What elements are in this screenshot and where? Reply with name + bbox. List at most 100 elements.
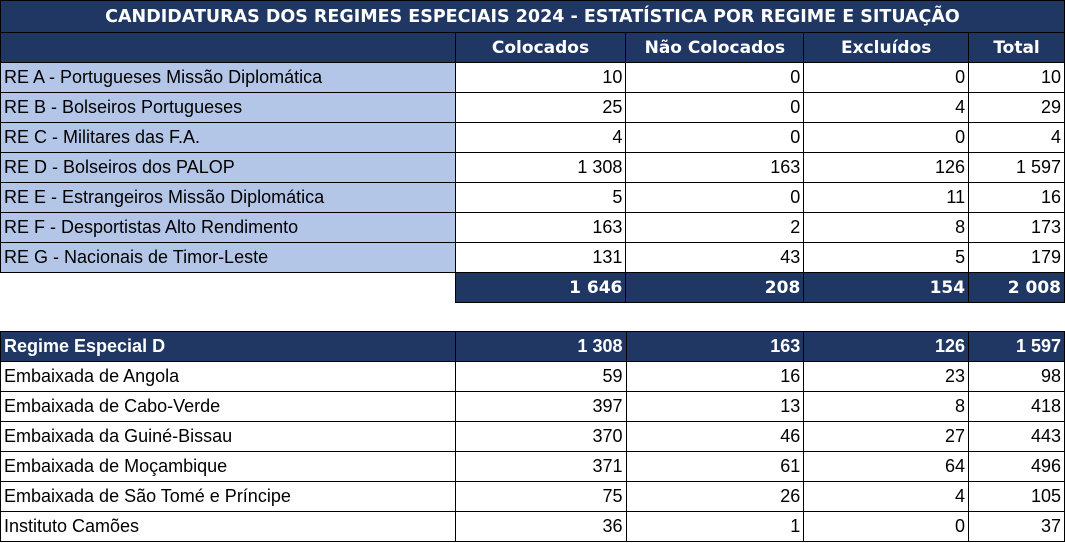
row-value-excluidos: 0 (803, 511, 970, 542)
table-row: RE C - Militares das F.A. 4 0 0 4 (0, 122, 1065, 153)
row-value-colocados: 131 (454, 242, 627, 273)
row-value-colocados: 370 (454, 421, 627, 452)
regime-d-nao-colocados: 163 (625, 331, 805, 362)
row-value-excluidos: 0 (803, 62, 970, 93)
table-row: RE A - Portugueses Missão Diplomática 10 0… (0, 62, 1065, 93)
regime-statistics-table: CANDIDATURAS DOS REGIMES ESPECIAIS 2024 … (0, 0, 1065, 303)
row-value-total: 37 (968, 511, 1065, 542)
row-value-colocados: 371 (454, 451, 627, 482)
row-value-excluidos: 23 (803, 361, 970, 392)
row-value-colocados: 75 (454, 481, 627, 512)
row-value-nao-colocados: 163 (625, 152, 805, 183)
table-title: CANDIDATURAS DOS REGIMES ESPECIAIS 2024 … (0, 0, 1065, 33)
row-value-nao-colocados: 13 (625, 391, 805, 422)
table-row: Embaixada de Angola 59 16 23 98 (0, 361, 1065, 392)
totals-blank-cell (1, 273, 456, 303)
totals-row: 1 646 208 154 2 008 (1, 272, 1065, 303)
column-header-total: Total (968, 32, 1065, 63)
row-value-nao-colocados: 43 (625, 242, 805, 273)
row-value-total: 10 (968, 62, 1065, 93)
table-row: RE E - Estrangeiros Missão Diplomática 5 0… (0, 182, 1065, 213)
row-value-excluidos: 64 (803, 451, 970, 482)
row-value-colocados: 36 (454, 511, 627, 542)
table-row: RE B - Bolseiros Portugueses 25 0 4 29 (0, 92, 1065, 123)
row-value-total: 173 (968, 212, 1065, 243)
row-value-colocados: 59 (454, 361, 627, 392)
row-value-nao-colocados: 61 (625, 451, 805, 482)
row-value-colocados: 163 (454, 212, 627, 243)
row-label: Instituto Camões (0, 511, 456, 542)
row-value-nao-colocados: 1 (625, 511, 805, 542)
row-value-excluidos: 126 (803, 152, 970, 183)
table-row: Instituto Camões 36 1 0 37 (0, 511, 1065, 542)
row-value-colocados: 397 (454, 391, 627, 422)
table-row: Embaixada de Moçambique 371 61 64 496 (0, 451, 1065, 482)
row-label: RE B - Bolseiros Portugueses (0, 92, 456, 123)
header-blank-cell (0, 32, 456, 63)
row-value-nao-colocados: 0 (625, 122, 805, 153)
row-value-excluidos: 8 (803, 391, 970, 422)
table-row: Embaixada da Guiné-Bissau 370 46 27 443 (0, 421, 1065, 452)
row-label: Embaixada de São Tomé e Príncipe (0, 481, 456, 512)
row-value-total: 179 (968, 242, 1065, 273)
regime-d-header-row: Regime Especial D 1 308 163 126 1 597 (0, 331, 1065, 362)
row-value-nao-colocados: 16 (625, 361, 805, 392)
row-value-total: 98 (968, 361, 1065, 392)
total-excluidos: 154 (803, 272, 970, 303)
total-total: 2 008 (968, 272, 1065, 303)
row-label: Embaixada da Guiné-Bissau (0, 421, 456, 452)
row-value-total: 4 (968, 122, 1065, 153)
column-header-row: Colocados Não Colocados Excluídos Total (0, 32, 1065, 63)
regime-d-table: Regime Especial D 1 308 163 126 1 597 Em… (0, 331, 1065, 542)
row-value-excluidos: 5 (803, 242, 970, 273)
row-value-nao-colocados: 0 (625, 182, 805, 213)
table-row: Embaixada de São Tomé e Príncipe 75 26 4 105 (0, 481, 1065, 512)
column-header-colocados: Colocados (454, 32, 627, 63)
regime-d-colocados: 1 308 (454, 331, 627, 362)
row-label: RE E - Estrangeiros Missão Diplomática (0, 182, 456, 213)
row-label: Embaixada de Cabo-Verde (0, 391, 456, 422)
regime-d-excluidos: 126 (803, 331, 970, 362)
row-value-total: 443 (968, 421, 1065, 452)
row-value-total: 16 (968, 182, 1065, 213)
row-value-colocados: 10 (454, 62, 627, 93)
regime-d-label: Regime Especial D (0, 331, 456, 362)
row-value-excluidos: 11 (803, 182, 970, 213)
table-row: RE G - Nacionais de Timor-Leste 131 43 5 179 (0, 242, 1065, 273)
table-row: RE F - Desportistas Alto Rendimento 163 2 8… (0, 212, 1065, 243)
row-label: Embaixada de Moçambique (0, 451, 456, 482)
row-value-colocados: 25 (454, 92, 627, 123)
column-header-nao-colocados: Não Colocados (625, 32, 805, 63)
regime-d-total: 1 597 (968, 331, 1065, 362)
table-row: Embaixada de Cabo-Verde 397 13 8 418 (0, 391, 1065, 422)
row-value-nao-colocados: 26 (625, 481, 805, 512)
row-value-excluidos: 8 (803, 212, 970, 243)
row-value-excluidos: 0 (803, 122, 970, 153)
row-label: RE C - Militares das F.A. (0, 122, 456, 153)
row-label: RE D - Bolseiros dos PALOP (0, 152, 456, 183)
row-value-nao-colocados: 2 (625, 212, 805, 243)
row-value-nao-colocados: 46 (625, 421, 805, 452)
row-value-excluidos: 4 (803, 92, 970, 123)
row-value-excluidos: 4 (803, 481, 970, 512)
row-value-nao-colocados: 0 (625, 92, 805, 123)
row-value-colocados: 1 308 (454, 152, 627, 183)
row-value-total: 496 (968, 451, 1065, 482)
row-value-total: 29 (968, 92, 1065, 123)
row-value-total: 105 (968, 481, 1065, 512)
row-value-excluidos: 27 (803, 421, 970, 452)
table-row: RE D - Bolseiros dos PALOP 1 308 163 126 1 5… (0, 152, 1065, 183)
total-nao-colocados: 208 (625, 272, 805, 303)
title-row: CANDIDATURAS DOS REGIMES ESPECIAIS 2024 … (0, 0, 1065, 33)
row-value-colocados: 5 (454, 182, 627, 213)
row-value-nao-colocados: 0 (625, 62, 805, 93)
row-value-colocados: 4 (454, 122, 627, 153)
total-colocados: 1 646 (454, 272, 627, 303)
row-label: RE G - Nacionais de Timor-Leste (0, 242, 456, 273)
row-label: RE A - Portugueses Missão Diplomática (0, 62, 456, 93)
row-value-total: 1 597 (968, 152, 1065, 183)
row-value-total: 418 (968, 391, 1065, 422)
row-label: RE F - Desportistas Alto Rendimento (0, 212, 456, 243)
row-label: Embaixada de Angola (0, 361, 456, 392)
column-header-excluidos: Excluídos (803, 32, 970, 63)
